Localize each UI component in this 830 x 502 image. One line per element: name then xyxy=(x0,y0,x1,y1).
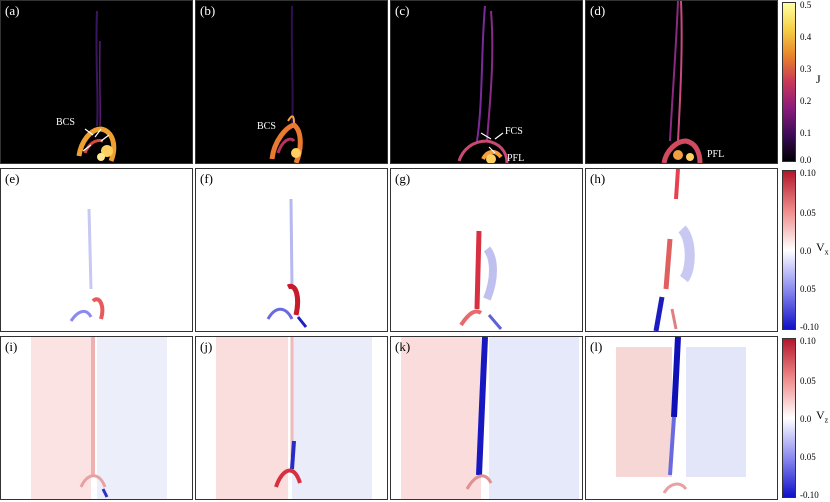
colorbar-j xyxy=(782,2,796,162)
vx-image xyxy=(653,169,695,331)
panel-k: (k) xyxy=(390,336,583,500)
colorbar-tick: 0.1 xyxy=(800,128,812,138)
panel-label: (e) xyxy=(5,171,20,186)
colorbar-vz xyxy=(782,338,796,498)
vz-image xyxy=(31,337,167,499)
current-density-image xyxy=(457,5,509,163)
panel-label: (a) xyxy=(5,3,20,18)
colorbar-tick: 0.0 xyxy=(800,414,812,424)
current-density-image xyxy=(661,1,703,163)
colorbar-tick: 0.05 xyxy=(800,452,816,462)
panel-i: (i) xyxy=(0,336,193,500)
colorbar-title: J xyxy=(816,72,821,86)
panel-label: (h) xyxy=(590,171,606,186)
panel-label: (d) xyxy=(590,3,606,18)
colorbar-vx xyxy=(782,170,796,330)
current-density-image xyxy=(269,5,303,163)
current-density-image xyxy=(76,10,117,162)
vz-image xyxy=(401,337,579,499)
panel-h: (h) xyxy=(585,168,778,332)
colorbar-title: Vz xyxy=(816,408,829,425)
panel-label: (i) xyxy=(5,339,18,354)
colorbar-tick: 0.05 xyxy=(800,284,816,294)
panel-label: (g) xyxy=(395,171,411,186)
panel-c: (c) FCS PFL xyxy=(390,0,583,164)
colorbar-tick: 0.5 xyxy=(800,0,812,10)
vx-image xyxy=(459,230,503,330)
colorbar-tick: 0.10 xyxy=(800,168,816,178)
colorbar-tick: 0.0 xyxy=(800,246,812,256)
colorbar-tick: 0.10 xyxy=(800,336,816,346)
panel-label: (b) xyxy=(200,3,216,18)
panel-b: (b) BCS xyxy=(195,0,388,164)
panel-a: (a) BCS xyxy=(0,0,193,164)
annotation-bcs: BCS xyxy=(257,121,276,132)
vx-image xyxy=(266,198,308,328)
panel-l: (l) xyxy=(585,336,778,500)
colorbar-tick: -0.10 xyxy=(800,490,819,500)
panel-label: (f) xyxy=(200,171,213,186)
panel-label: (j) xyxy=(200,339,213,354)
annotation-pfl: PFL xyxy=(707,149,725,160)
colorbar-tick: 0.05 xyxy=(800,208,816,218)
colorbar-tick: 0.3 xyxy=(800,64,812,74)
colorbar-tick: 0.2 xyxy=(800,96,812,106)
colorbar-tick: 0.0 xyxy=(800,155,812,165)
annotation-bcs: BCS xyxy=(56,117,75,128)
colorbar-title: Vx xyxy=(816,240,829,257)
panel-f: (f) xyxy=(195,168,388,332)
panel-j: (j) xyxy=(195,336,388,500)
panel-label: (k) xyxy=(395,339,411,354)
colorbar-tick: 0.05 xyxy=(800,376,816,386)
panel-e: (e) xyxy=(0,168,193,332)
colorbar-tick: -0.10 xyxy=(800,322,819,332)
vz-image xyxy=(216,337,372,499)
vx-image xyxy=(69,208,105,322)
panel-label: (c) xyxy=(395,3,410,18)
vz-image xyxy=(616,337,746,494)
colorbar-tick: 0.4 xyxy=(800,32,812,42)
panel-g: (g) xyxy=(390,168,583,332)
panel-d: (d) PFL xyxy=(585,0,778,164)
annotation-pfl: PFL xyxy=(507,153,525,164)
annotation-fcs: FCS xyxy=(505,126,523,137)
panel-label: (l) xyxy=(590,339,603,354)
